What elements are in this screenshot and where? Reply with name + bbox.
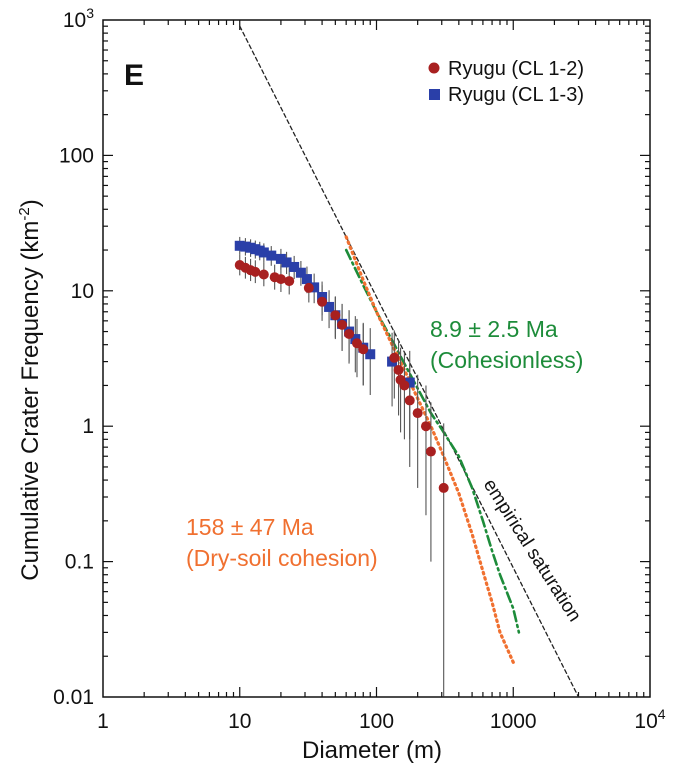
data-point-cl12 [250, 266, 261, 277]
x-tick-label: 104 [634, 706, 665, 733]
data-point-cl13 [289, 261, 300, 272]
y-axis-title: Cumulative Crater Frequency (km-2) [16, 199, 44, 580]
data-point-cl12 [399, 380, 410, 391]
data-point-cl12 [404, 395, 415, 406]
data-point-cl13 [266, 250, 277, 261]
data-point-cl12 [330, 310, 341, 321]
reference-lines [239, 25, 580, 697]
legend-label-cl12: Ryugu (CL 1-2) [448, 58, 584, 80]
dry-soil-annotation: 158 ± 47 Ma (Dry-soil cohesion) [186, 514, 378, 571]
y-axis: 0.01 0.1 1 10 100 103 [53, 5, 650, 709]
cohesionless-type-label: (Cohesionless) [430, 347, 583, 373]
data-point-cl12 [275, 274, 286, 285]
data-point-cl12 [317, 296, 328, 307]
data-point-cl12 [344, 328, 355, 339]
data-point-cl13 [240, 241, 251, 252]
legend-marker-cl12 [428, 62, 440, 74]
x-tick-label: 10 [228, 710, 251, 733]
legend: Ryugu (CL 1-2) Ryugu (CL 1-3) [428, 58, 584, 106]
data-point-cl12 [303, 282, 314, 293]
y-tick-label: 0.1 [65, 551, 94, 574]
empirical-saturation-line [239, 25, 580, 697]
y-tick-label: 103 [63, 5, 94, 32]
x-tick-label: 1 [97, 710, 109, 733]
y-tick-label: 0.01 [53, 686, 94, 709]
data-point-cl13 [309, 282, 320, 293]
data-point-cl12 [258, 269, 269, 280]
data-point-cl13 [301, 274, 312, 285]
x-axis-title: Diameter (m) [302, 737, 442, 764]
data-point-cl12 [358, 344, 369, 355]
data-point-cl13 [258, 247, 269, 258]
data-point-cl12 [351, 338, 362, 349]
x-tick-label: 100 [359, 710, 394, 733]
legend-marker-cl13 [429, 89, 440, 100]
data-point-cl13 [324, 301, 335, 312]
error-bars [239, 236, 445, 697]
legend-label-cl13: Ryugu (CL 1-3) [448, 84, 584, 106]
x-axis: 1 10 100 1000 104 [97, 20, 666, 733]
x-tick-label: 1000 [490, 710, 537, 733]
data-point-cl13 [404, 377, 415, 388]
data-point-cl13 [365, 349, 376, 360]
data-point-cl12 [393, 365, 404, 376]
y-tick-label: 1 [82, 415, 94, 438]
data-point-cl12 [438, 482, 449, 493]
panel-label: E [124, 59, 144, 92]
data-point-cl13 [234, 240, 245, 251]
data-point-cl12 [389, 352, 400, 363]
data-point-cl12 [337, 319, 348, 330]
data-point-cl12 [425, 446, 436, 457]
data-point-cl12 [420, 421, 431, 432]
data-point-cl12 [412, 408, 423, 419]
data-point-cl13 [295, 267, 306, 278]
cohesionless-age-label: 8.9 ± 2.5 Ma [430, 316, 558, 342]
data-point-cl13 [275, 253, 286, 264]
data-point-cl12 [284, 276, 295, 287]
y-tick-label: 10 [71, 280, 94, 303]
dry-soil-type-label: (Dry-soil cohesion) [186, 545, 378, 571]
cohesionless-annotation: 8.9 ± 2.5 Ma (Cohesionless) [430, 316, 583, 373]
cohesionless-isochron-line [344, 248, 521, 634]
dry-soil-cohesion-isochron-line [344, 235, 515, 665]
data-point-cl13 [281, 257, 292, 268]
data-markers [234, 240, 449, 493]
y-tick-label: 100 [59, 144, 94, 167]
saturation-label: empirical saturation [479, 475, 585, 625]
dry-soil-age-label: 158 ± 47 Ma [186, 514, 314, 540]
